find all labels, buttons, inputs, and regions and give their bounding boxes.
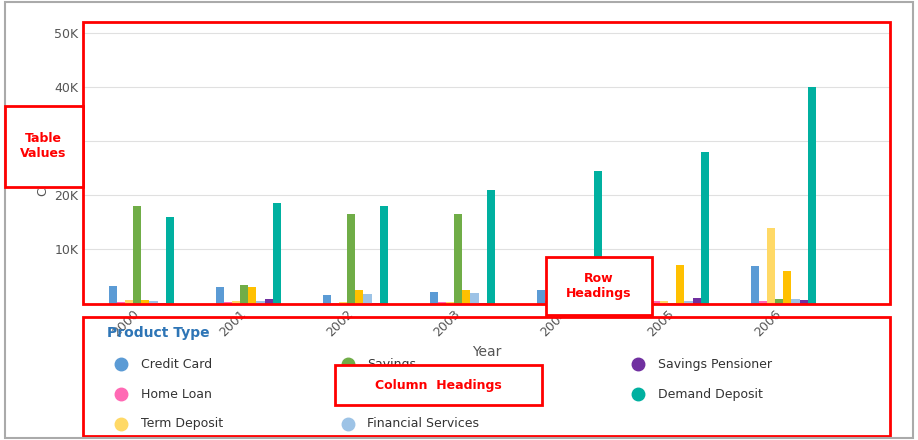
X-axis label: Year: Year	[472, 345, 501, 359]
Bar	[109, 286, 118, 304]
Text: Demand Deposit: Demand Deposit	[658, 388, 763, 400]
Bar	[379, 206, 387, 304]
Bar	[439, 302, 446, 304]
Bar	[594, 171, 601, 304]
Bar	[224, 302, 232, 304]
Bar	[150, 301, 158, 304]
Bar	[783, 271, 791, 304]
Y-axis label: Customers: Customers	[36, 129, 49, 196]
Bar	[241, 285, 249, 304]
Bar	[454, 214, 463, 304]
Text: Credit Card: Credit Card	[140, 358, 212, 371]
Bar	[446, 302, 454, 304]
Bar	[545, 301, 554, 304]
Text: Column  Headings: Column Headings	[375, 378, 502, 392]
Text: Table
Values: Table Values	[20, 132, 67, 160]
Text: Savings Pensioner: Savings Pensioner	[658, 358, 772, 371]
Bar	[677, 264, 685, 304]
Bar	[158, 303, 165, 304]
Bar	[249, 287, 256, 304]
Bar	[323, 296, 331, 304]
Bar	[364, 294, 372, 304]
Bar	[331, 303, 340, 304]
Bar	[562, 301, 569, 304]
Text: Term Deposit: Term Deposit	[140, 417, 223, 430]
Bar	[653, 301, 660, 304]
Bar	[256, 301, 264, 304]
Bar	[759, 301, 767, 304]
Bar	[751, 266, 759, 304]
Bar	[133, 206, 141, 304]
Bar	[478, 303, 487, 304]
Bar	[217, 287, 224, 304]
Bar	[141, 300, 150, 304]
Bar	[372, 303, 379, 304]
Bar	[232, 301, 241, 304]
Bar	[569, 279, 577, 304]
Bar	[668, 303, 677, 304]
Bar	[577, 301, 586, 304]
Bar	[808, 87, 815, 304]
Text: Home Loan: Home Loan	[140, 388, 212, 400]
Bar	[487, 190, 495, 304]
Bar	[554, 301, 562, 304]
Text: Home Mortgage: Home Mortgage	[367, 388, 468, 400]
Bar	[273, 203, 281, 304]
Bar	[463, 290, 471, 304]
Bar	[700, 152, 709, 304]
Text: Row
Headings: Row Headings	[566, 272, 632, 300]
Bar	[692, 297, 700, 304]
Bar	[685, 301, 692, 304]
Bar	[586, 303, 594, 304]
Bar	[431, 292, 439, 304]
Bar	[471, 293, 478, 304]
Bar	[791, 299, 800, 304]
Bar	[660, 301, 668, 304]
Bar	[118, 302, 126, 304]
Bar	[347, 214, 355, 304]
Bar	[537, 290, 545, 304]
Bar	[644, 293, 653, 304]
Bar	[767, 228, 776, 304]
Bar	[340, 302, 347, 304]
Bar	[776, 299, 783, 304]
Bar	[165, 217, 174, 304]
Text: Product Type: Product Type	[106, 326, 209, 340]
Text: Financial Services: Financial Services	[367, 417, 479, 430]
Text: Savings: Savings	[367, 358, 416, 371]
Bar	[126, 300, 133, 304]
Bar	[264, 299, 273, 304]
Bar	[800, 301, 808, 304]
Bar	[355, 290, 364, 304]
